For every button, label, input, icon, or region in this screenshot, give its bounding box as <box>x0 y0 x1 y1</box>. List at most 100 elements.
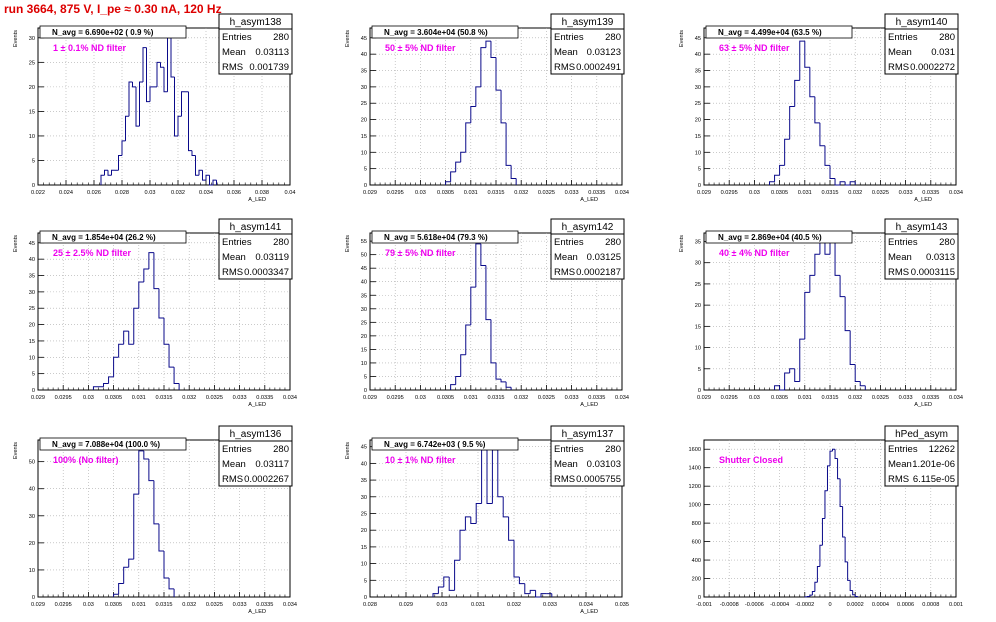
histogram-bin <box>794 79 800 107</box>
histogram-bin <box>849 580 853 592</box>
histogram-bin <box>486 450 493 504</box>
x-tick-label: 0.0305 <box>105 602 122 608</box>
stats-value: 6.115e-05 <box>913 474 955 485</box>
y-tick-label: 20 <box>361 528 367 534</box>
x-tick-label: 0.0295 <box>387 190 404 196</box>
y-tick-label: 0 <box>32 595 35 601</box>
histogram-bin <box>816 566 820 583</box>
histogram-bin <box>809 594 813 597</box>
histogram-bin <box>854 364 861 383</box>
histogram-bin <box>465 122 471 153</box>
stats-key: Mean <box>222 47 246 58</box>
x-tick-label: 0.031 <box>132 602 146 608</box>
histogram-bin <box>784 138 790 166</box>
y-tick-label: 35 <box>361 293 367 299</box>
filter-label: Shutter Closed <box>719 455 783 465</box>
histogram-bin <box>480 243 486 266</box>
stats-key: Mean <box>222 459 246 470</box>
stats-key: Entries <box>888 237 918 248</box>
stats-value: 0.0313 <box>926 252 955 263</box>
x-tick-label: 0.0325 <box>538 395 555 401</box>
stats-title: hPed_asym <box>895 429 948 440</box>
y-tick-label: 25 <box>361 511 367 517</box>
navg-label: N_avg = 5.618e+04 (79.3 %) <box>384 233 488 242</box>
x-tick-label: 0.0315 <box>155 602 172 608</box>
stats-box <box>550 218 625 280</box>
histogram-panel-h_asym143: 0.029 0.0295 0.03 0.0305 0.031 0.0315 0.032 0.0… <box>679 218 963 408</box>
filter-label: 1 ± 0.1% ND filter <box>53 43 126 53</box>
histogram-bin <box>132 81 136 88</box>
y-tick-label: 50 <box>361 253 367 259</box>
stats-box <box>218 218 293 280</box>
x-tick-label: 0.0295 <box>55 395 72 401</box>
y-tick-label: 1400 <box>689 466 701 472</box>
histogram-bin <box>819 544 823 567</box>
histogram-bin <box>852 590 856 596</box>
x-tick-label: 0.0002 <box>847 602 864 608</box>
stats-value: 0.0005755 <box>576 474 621 485</box>
y-tick-label: 0 <box>364 595 367 601</box>
y-tick-label: 15 <box>361 545 367 551</box>
histogram-bin <box>139 81 143 127</box>
histogram-bin <box>148 458 154 482</box>
y-tick-label: 30 <box>695 85 701 91</box>
histogram-bin <box>459 529 466 561</box>
x-tick-label: 0.029 <box>363 190 377 196</box>
histogram-bin <box>839 478 843 507</box>
histogram-bin <box>837 458 841 480</box>
histogram-bin <box>779 385 785 391</box>
histogram-bin <box>814 96 820 124</box>
x-tick-label: 0.0305 <box>437 190 454 196</box>
filter-label: 40 ± 4% ND filter <box>719 248 790 258</box>
filter-label: 100% (No filter) <box>53 455 119 465</box>
histogram-bin <box>143 450 149 460</box>
stats-value: 280 <box>273 32 289 43</box>
x-tick-label: 0.033 <box>233 602 247 608</box>
histogram-bin <box>133 493 139 560</box>
y-tick-label: 40 <box>695 52 701 58</box>
histogram-panel-h_asym142: 0.029 0.0295 0.03 0.0305 0.031 0.0315 0.032 0.0… <box>345 218 629 408</box>
x-tick-label: 0.0008 <box>922 602 939 608</box>
y-tick-label: 45 <box>361 266 367 272</box>
x-tick-label: 0.034 <box>283 602 297 608</box>
stats-key: RMS <box>222 62 243 73</box>
histogram-bin <box>113 593 119 597</box>
stats-title: h_asym142 <box>562 222 614 233</box>
histogram-bin <box>799 338 805 382</box>
histogram-bin <box>824 490 828 519</box>
histogram-bin <box>540 593 547 597</box>
x-tick-label: 0.0315 <box>821 190 838 196</box>
y-tick-label: 1200 <box>689 484 701 490</box>
histogram-bin <box>460 151 466 163</box>
y-tick-label: 25 <box>29 306 35 312</box>
stats-key: Mean <box>554 459 578 470</box>
stats-key: RMS <box>554 474 575 485</box>
histogram-bin <box>443 576 450 587</box>
histogram-bin <box>854 594 858 597</box>
x-tick-label: 0.0305 <box>771 190 788 196</box>
histogram-bin <box>829 165 836 179</box>
x-axis-label: A_LED <box>580 609 598 615</box>
y-tick-label: 20 <box>29 323 35 329</box>
y-tick-label: 45 <box>361 36 367 42</box>
filter-label: 10 ± 1% ND filter <box>385 455 456 465</box>
histogram-bin <box>174 77 178 137</box>
histogram-bin <box>168 344 175 368</box>
histogram-bin <box>195 155 199 176</box>
x-tick-label: 0.022 <box>31 190 45 196</box>
histogram-bin <box>824 145 830 166</box>
x-tick-label: 0.0335 <box>922 395 939 401</box>
y-tick-label: 30 <box>361 307 367 313</box>
x-axis-label: A_LED <box>248 197 266 203</box>
histogram-bin <box>160 62 164 68</box>
histogram-bin <box>464 516 471 531</box>
stats-value: 0.031 <box>931 47 955 58</box>
y-tick-label: 45 <box>29 241 35 247</box>
x-tick-label: 0.033 <box>565 190 579 196</box>
histogram-bin <box>829 450 833 466</box>
histogram-bin <box>168 578 175 590</box>
histogram-bin <box>844 536 848 563</box>
x-tick-label: 0.031 <box>464 190 478 196</box>
stats-title: h_asym137 <box>562 429 614 440</box>
histogram-bin <box>163 67 168 93</box>
